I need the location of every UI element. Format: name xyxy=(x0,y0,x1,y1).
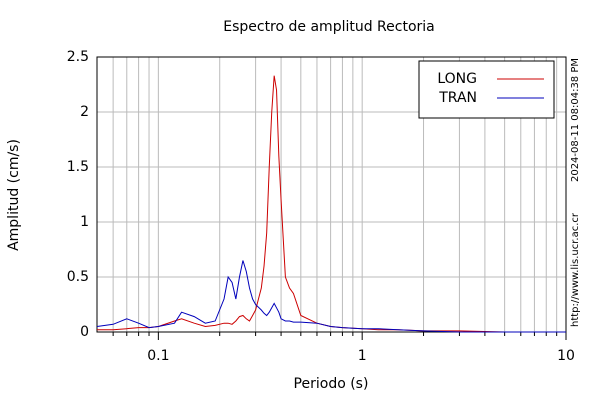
x-tick-label: 0.1 xyxy=(147,348,169,364)
timestamp: 2024-08-11 08:04:38 PM xyxy=(570,58,581,182)
y-tick-label: 2 xyxy=(80,104,89,120)
y-tick-label: 1.5 xyxy=(67,159,89,175)
x-tick-label: 1 xyxy=(358,348,367,364)
y-tick-label: 2.5 xyxy=(67,49,89,65)
plot-frame xyxy=(96,56,567,333)
x-axis-label: Periodo (s) xyxy=(294,376,369,392)
y-axis-label: Amplitud (cm/s) xyxy=(6,139,22,251)
y-tick-label: 1 xyxy=(80,214,89,230)
x-tick-label: 10 xyxy=(557,348,575,364)
y-tick-label: 0.5 xyxy=(67,269,89,285)
legend-label: LONG xyxy=(437,71,477,87)
legend-label: TRAN xyxy=(438,90,477,106)
series-line xyxy=(96,260,566,333)
y-tick-label: 0 xyxy=(80,324,89,340)
legend-box xyxy=(418,60,555,119)
website: http://www.lis.ucr.ac.cr xyxy=(570,212,581,327)
chart-title: Espectro de amplitud Rectoria xyxy=(223,19,435,35)
